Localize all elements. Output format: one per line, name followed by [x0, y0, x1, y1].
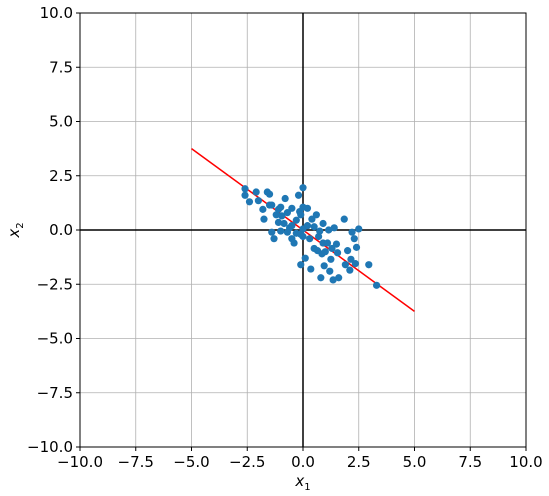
- data-point: [303, 222, 312, 230]
- data-point: [310, 223, 318, 231]
- data-point: [294, 191, 303, 199]
- data-point: [307, 265, 315, 273]
- x-tick-label: 7.5: [458, 453, 482, 471]
- x-tick-label: −2.5: [229, 453, 265, 471]
- data-point: [281, 194, 289, 203]
- y-tick-label: −5.0: [37, 330, 73, 348]
- x-tick-label: 0.0: [291, 453, 315, 471]
- data-point: [320, 262, 328, 270]
- data-point: [265, 190, 274, 198]
- data-point: [272, 211, 280, 219]
- y-tick-label: 10.0: [40, 4, 73, 22]
- data-point: [254, 197, 262, 205]
- data-point: [327, 255, 335, 263]
- data-point: [352, 243, 361, 251]
- data-point: [268, 201, 276, 209]
- data-point: [280, 219, 288, 228]
- data-point: [306, 235, 314, 243]
- data-point: [347, 255, 355, 263]
- data-point: [323, 239, 332, 247]
- y-axis-label: x2: [5, 222, 26, 238]
- data-point: [317, 274, 325, 282]
- x-axis-label: x1: [294, 472, 310, 493]
- y-tick-label: 5.0: [49, 113, 73, 131]
- data-point: [299, 184, 307, 192]
- data-point: [297, 211, 305, 219]
- data-point: [333, 249, 342, 257]
- data-point: [259, 205, 267, 213]
- y-tick-label: −7.5: [37, 384, 73, 402]
- data-point: [241, 185, 249, 193]
- data-point: [348, 228, 356, 236]
- data-point: [252, 188, 260, 196]
- y-tick-label: −10.0: [27, 438, 73, 456]
- data-point: [321, 248, 329, 256]
- x-tick-label: 5.0: [403, 453, 427, 471]
- data-point: [335, 274, 343, 282]
- data-point: [351, 260, 360, 268]
- x-tick-label: −10.0: [57, 453, 103, 471]
- data-point: [288, 204, 296, 212]
- x-tick-label: 10.0: [509, 453, 542, 471]
- data-point: [350, 235, 358, 243]
- data-point: [372, 281, 381, 289]
- data-point: [316, 227, 324, 235]
- x-tick-label: 2.5: [347, 453, 371, 471]
- x-tick-label: −7.5: [118, 453, 154, 471]
- x-tick-label: −5.0: [173, 453, 209, 471]
- data-point: [297, 261, 305, 269]
- data-point: [277, 227, 285, 235]
- data-point: [330, 224, 338, 232]
- data-point: [312, 211, 320, 219]
- data-point: [325, 226, 333, 234]
- data-point: [301, 254, 309, 262]
- data-point: [270, 235, 278, 243]
- data-point: [292, 216, 300, 224]
- data-point: [277, 203, 285, 211]
- data-point: [283, 209, 291, 217]
- y-tick-label: 0.0: [49, 221, 73, 239]
- data-point: [290, 239, 298, 247]
- y-tick-label: 7.5: [49, 58, 73, 76]
- y-tick-label: −2.5: [37, 275, 73, 293]
- data-point: [329, 276, 337, 284]
- data-point: [344, 247, 352, 255]
- data-point: [365, 261, 373, 269]
- x-ticks: −10.0 −7.5 −5.0 −2.5 0.0 2.5 5.0 7.5 10.0: [57, 447, 543, 471]
- data-point: [245, 198, 254, 206]
- y-ticks: −10.0 −7.5 −5.0 −2.5 0.0 2.5 5.0 7.5 10.0: [27, 4, 80, 456]
- data-points: [241, 184, 381, 289]
- data-point: [328, 244, 336, 253]
- data-point: [319, 219, 327, 228]
- data-point: [341, 261, 349, 269]
- data-point: [308, 215, 316, 223]
- data-point: [355, 225, 363, 233]
- data-point: [274, 218, 283, 227]
- data-point: [288, 222, 296, 230]
- data-point: [268, 228, 276, 236]
- data-point: [303, 204, 312, 212]
- data-point: [326, 267, 334, 275]
- data-point: [332, 240, 341, 248]
- data-point: [315, 232, 323, 241]
- data-point: [346, 266, 354, 274]
- data-point: [299, 232, 307, 241]
- data-point: [241, 191, 249, 199]
- data-point: [340, 215, 348, 223]
- y-tick-label: 2.5: [49, 167, 73, 185]
- data-point: [278, 212, 286, 220]
- data-point: [260, 215, 268, 223]
